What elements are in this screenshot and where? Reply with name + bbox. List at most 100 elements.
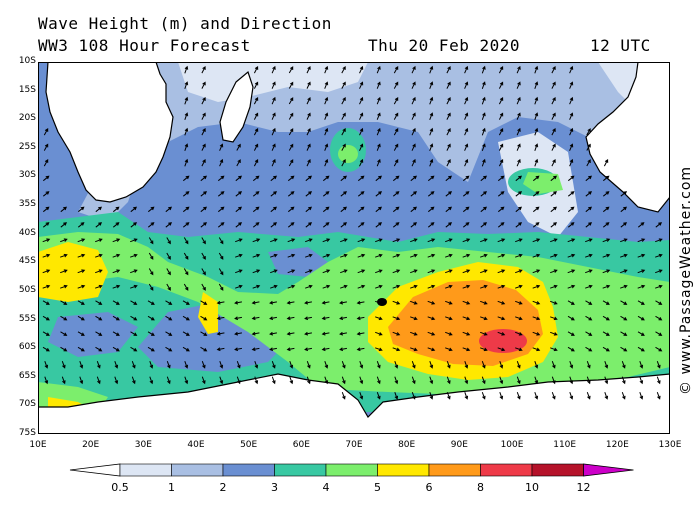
wave-direction-arrow	[322, 191, 330, 197]
wave-direction-arrow	[602, 222, 610, 228]
wave-direction-arrow	[95, 315, 103, 321]
wave-direction-arrow	[42, 175, 50, 182]
wave-direction-arrow	[550, 206, 558, 213]
wave-direction-arrow	[620, 346, 628, 352]
wave-direction-arrow	[411, 112, 416, 120]
wave-direction-arrow	[77, 300, 85, 305]
wave-direction-arrow	[481, 376, 486, 385]
wave-direction-arrow	[464, 96, 469, 105]
wave-direction-arrow	[375, 300, 383, 305]
wave-direction-arrow	[532, 206, 540, 213]
wave-direction-arrow	[324, 143, 329, 151]
lat-label: 45S	[18, 256, 36, 267]
wave-direction-arrow	[392, 347, 401, 352]
wave-direction-arrow	[515, 175, 523, 182]
wave-direction-arrow	[219, 376, 224, 385]
wave-direction-arrow	[497, 175, 505, 182]
wave-direction-arrow	[480, 347, 488, 352]
wave-direction-arrow	[550, 331, 558, 336]
wave-direction-arrow	[43, 127, 49, 136]
wave-direction-arrow	[394, 376, 399, 385]
wave-direction-arrow	[462, 269, 471, 274]
lat-label: 35S	[18, 199, 36, 210]
wave-direction-arrow	[464, 65, 469, 74]
wave-direction-arrow	[357, 222, 365, 228]
wave-direction-arrow	[147, 315, 155, 321]
wave-direction-arrow	[375, 284, 383, 289]
wave-direction-arrow	[235, 175, 243, 182]
wave-direction-arrow	[42, 206, 50, 213]
wave-direction-arrow	[286, 300, 295, 305]
wave-direction-arrow	[427, 284, 436, 289]
wave-direction-arrow	[375, 316, 383, 321]
wave-direction-arrow	[516, 81, 521, 89]
wave-direction-arrow	[359, 361, 364, 369]
wave-direction-arrow	[339, 316, 347, 321]
wave-direction-arrow	[429, 361, 434, 369]
wave-direction-arrow	[130, 253, 138, 258]
wave-direction-arrow	[534, 112, 539, 120]
wave-direction-arrow	[271, 112, 276, 120]
wave-direction-arrow	[567, 175, 575, 182]
wave-direction-arrow	[357, 269, 366, 274]
wave-direction-arrow	[324, 96, 329, 105]
wave-direction-arrow	[184, 158, 189, 167]
wave-direction-arrow	[429, 127, 434, 136]
wave-direction-arrow	[567, 206, 575, 213]
wave-direction-arrow	[532, 347, 541, 352]
wave-direction-arrow	[270, 284, 278, 289]
wave-direction-arrow	[375, 253, 383, 258]
wave-direction-arrow	[394, 361, 399, 369]
wave-direction-arrow	[532, 238, 541, 243]
wave-direction-arrow	[464, 376, 469, 385]
wave-direction-arrow	[149, 361, 154, 369]
wave-direction-arrow	[340, 222, 348, 228]
wave-direction-arrow	[427, 316, 436, 321]
wave-direction-arrow	[166, 252, 171, 260]
wave-direction-arrow	[637, 315, 645, 321]
wave-direction-arrow	[480, 316, 488, 321]
wave-direction-arrow	[182, 206, 190, 213]
wave-direction-arrow	[464, 158, 469, 167]
wave-direction-arrow	[324, 376, 329, 385]
wave-direction-arrow	[253, 65, 259, 74]
wave-direction-arrow	[480, 331, 488, 336]
lat-label: 30S	[18, 170, 36, 181]
wave-direction-arrow	[218, 283, 224, 291]
wave-direction-arrow	[515, 206, 523, 213]
wave-direction-arrow	[569, 127, 574, 136]
wave-direction-arrow	[201, 361, 206, 369]
wave-direction-arrow	[393, 81, 399, 89]
wave-direction-arrow	[42, 331, 50, 336]
wave-direction-arrow	[359, 65, 364, 74]
wave-direction-arrow	[61, 361, 66, 369]
wave-direction-arrow	[184, 96, 189, 105]
wave-direction-arrow	[359, 81, 364, 89]
wave-direction-arrow	[341, 81, 346, 89]
wave-direction-arrow	[165, 300, 173, 305]
wave-direction-arrow	[515, 238, 523, 243]
wave-direction-arrow	[305, 222, 313, 228]
wave-direction-arrow	[166, 268, 171, 276]
wave-direction-arrow	[446, 143, 451, 151]
wave-direction-arrow	[340, 175, 348, 182]
wave-direction-arrow	[481, 81, 486, 89]
wave-direction-arrow	[201, 237, 206, 245]
wave-band-8-10m	[479, 329, 527, 353]
wave-direction-arrow	[393, 143, 399, 151]
wave-direction-arrow	[515, 253, 523, 258]
wave-direction-arrow	[305, 191, 313, 197]
wave-direction-arrow	[464, 392, 469, 400]
wave-direction-arrow	[42, 253, 51, 258]
wave-direction-arrow	[621, 361, 626, 369]
wave-direction-arrow	[446, 158, 451, 167]
wave-direction-arrow	[392, 222, 400, 228]
wave-direction-arrow	[620, 284, 628, 289]
forecast-model: WW3 108 Hour Forecast	[38, 36, 251, 55]
wave-direction-arrow	[357, 253, 366, 258]
wave-direction-arrow	[182, 175, 190, 182]
wave-direction-arrow	[356, 316, 365, 321]
wave-direction-arrow	[304, 300, 312, 305]
wave-direction-arrow	[497, 269, 506, 274]
legend-swatch	[583, 463, 634, 477]
